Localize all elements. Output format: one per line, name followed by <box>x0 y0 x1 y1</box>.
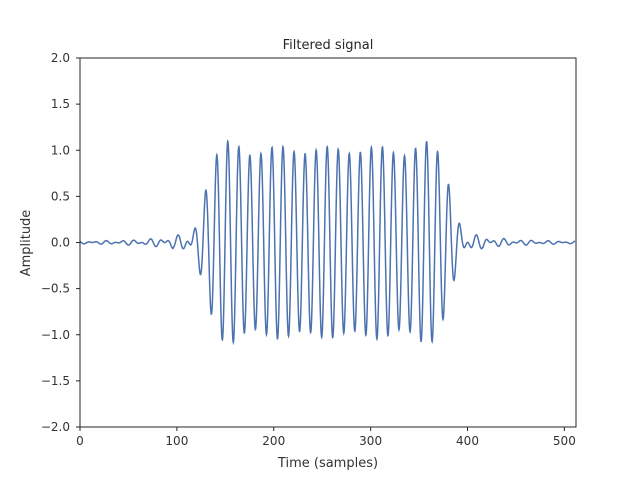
x-tick-label: 300 <box>359 434 382 448</box>
y-tick-label: 2.0 <box>51 51 70 65</box>
x-tick-label: 100 <box>165 434 188 448</box>
y-tick-label: 0.5 <box>51 189 70 203</box>
y-tick-label: −0.5 <box>41 282 70 296</box>
y-axis-label: Amplitude <box>19 210 34 277</box>
y-tick-label: 1.5 <box>51 97 70 111</box>
plot-layer <box>79 139 576 346</box>
x-tick-label: 400 <box>456 434 479 448</box>
x-tick-label: 500 <box>553 434 576 448</box>
y-tick-label: −2.0 <box>41 420 70 434</box>
y-tick-label: 1.0 <box>51 143 70 157</box>
y-tick-label: −1.5 <box>41 374 70 388</box>
y-tick-label: 0.0 <box>51 236 70 250</box>
signal-line <box>79 139 576 346</box>
x-tick-label: 200 <box>262 434 285 448</box>
y-tick-label: −1.0 <box>41 328 70 342</box>
x-axis-label: Time (samples) <box>277 456 378 471</box>
ticks-layer: 0 100 200 300 400 500 −2.0 −1.5 −1.0 −0.5 0.0 0.5 1.… <box>41 51 576 448</box>
chart-title: Filtered signal <box>283 38 374 53</box>
x-tick-label: 0 <box>76 434 84 448</box>
